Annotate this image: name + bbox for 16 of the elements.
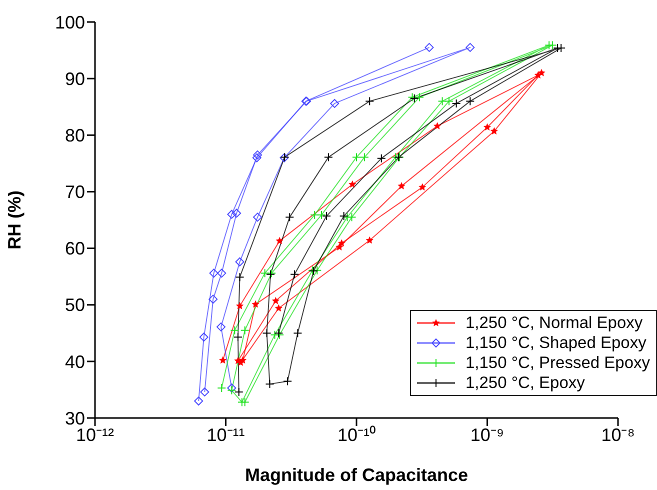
x-tick-label: 10⁻⁹ [470, 424, 504, 445]
legend-label: 1,250 °C, Epoxy [465, 373, 585, 393]
x-tick-label: 10⁻¹¹ [206, 424, 245, 445]
x-tick-label: 10⁻¹⁰ [337, 424, 376, 445]
legend-label: 1,250 °C, Normal Epoxy [465, 313, 643, 333]
y-tick-label: 90 [64, 68, 85, 89]
legend-label: 1,150 °C, Shaped Epoxy [465, 333, 646, 353]
y-tick-label: 80 [64, 126, 85, 146]
x-axis-title: Magnitude of Capacitance [244, 465, 468, 485]
x-tick-label: 10⁻⁸ [601, 424, 635, 445]
legend-label: 1,150 °C, Pressed Epoxy [465, 353, 650, 373]
y-tick-label: 60 [64, 238, 85, 259]
y-tick-label: 50 [64, 295, 85, 316]
y-tick-label: 40 [64, 352, 85, 372]
y-tick-label: 100 [54, 12, 85, 32]
y-tick-label: 70 [64, 182, 85, 202]
